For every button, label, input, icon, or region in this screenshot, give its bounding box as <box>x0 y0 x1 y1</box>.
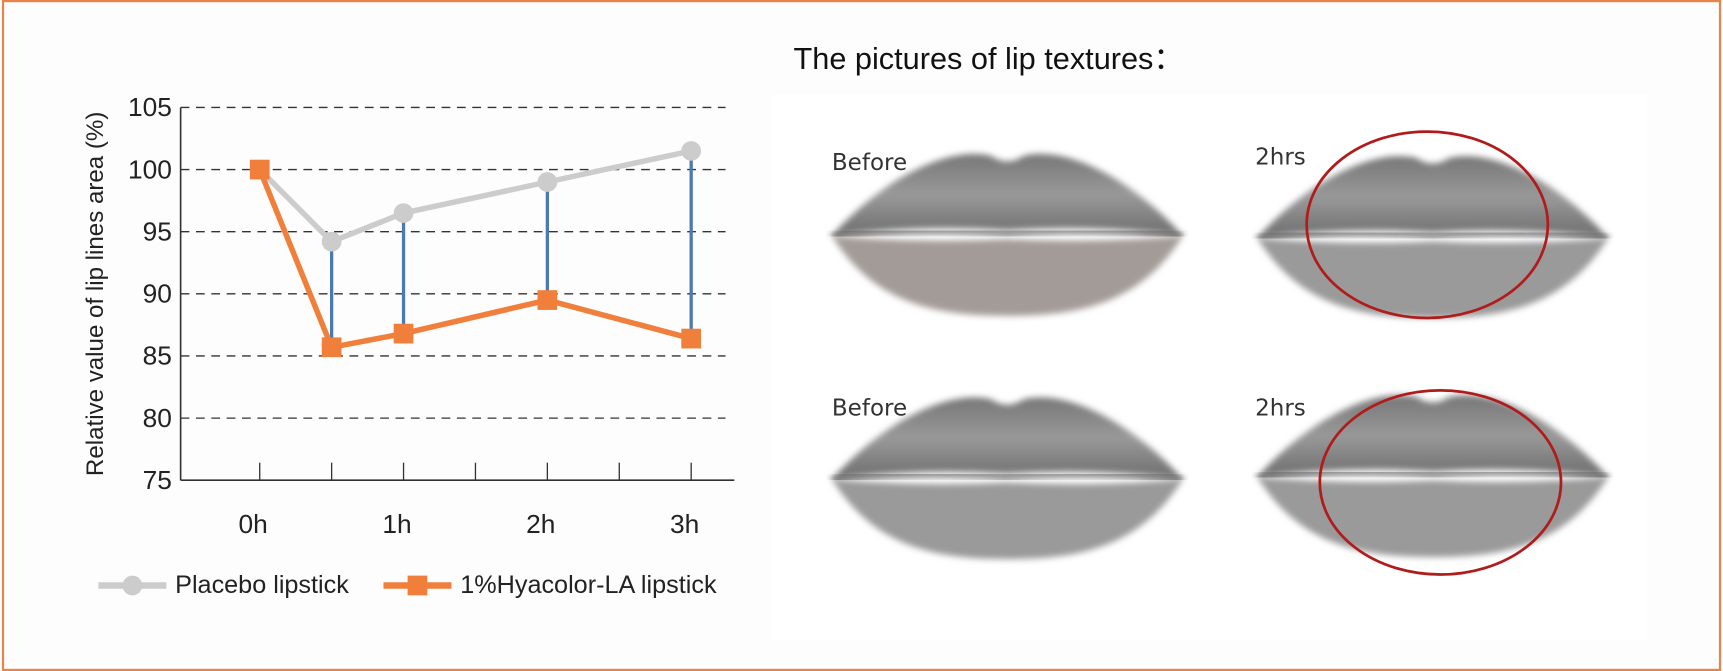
legend-marker <box>123 576 143 596</box>
y-tick-label: 90 <box>143 279 172 309</box>
data-point <box>394 203 414 223</box>
data-point <box>322 232 342 252</box>
data-point <box>322 337 342 357</box>
legend-label: Placebo lipstick <box>175 571 349 599</box>
y-tick-label: 75 <box>143 465 172 495</box>
data-point <box>681 329 701 349</box>
legend-label: 1%Hyacolor-LA lipstick <box>460 571 717 599</box>
x-tick-label: 2h <box>526 509 555 539</box>
page: The pictures of lip textures： Before 2hrs… <box>0 0 1723 671</box>
image-label: 2hrs <box>1255 144 1306 170</box>
data-point <box>394 324 414 344</box>
data-point <box>250 160 270 180</box>
x-tick-label: 0h <box>239 509 268 539</box>
y-tick-label: 85 <box>143 341 172 371</box>
data-point <box>537 290 557 310</box>
y-tick-label: 100 <box>128 154 172 184</box>
y-tick-label: 95 <box>143 216 172 246</box>
x-tick-label: 3h <box>670 509 699 539</box>
data-point <box>681 141 701 161</box>
y-tick-label: 80 <box>143 403 172 433</box>
data-point <box>537 172 557 192</box>
panel-title: The pictures of lip textures： <box>794 41 1185 76</box>
image-label: Before <box>832 396 907 422</box>
legend-marker <box>408 576 428 596</box>
y-axis-title: Relative value of lip lines area (%) <box>82 112 109 477</box>
image-label: 2hrs <box>1255 396 1306 422</box>
x-tick-label: 1h <box>382 509 411 539</box>
image-label: Before <box>832 150 907 176</box>
y-tick-label: 105 <box>128 92 172 122</box>
